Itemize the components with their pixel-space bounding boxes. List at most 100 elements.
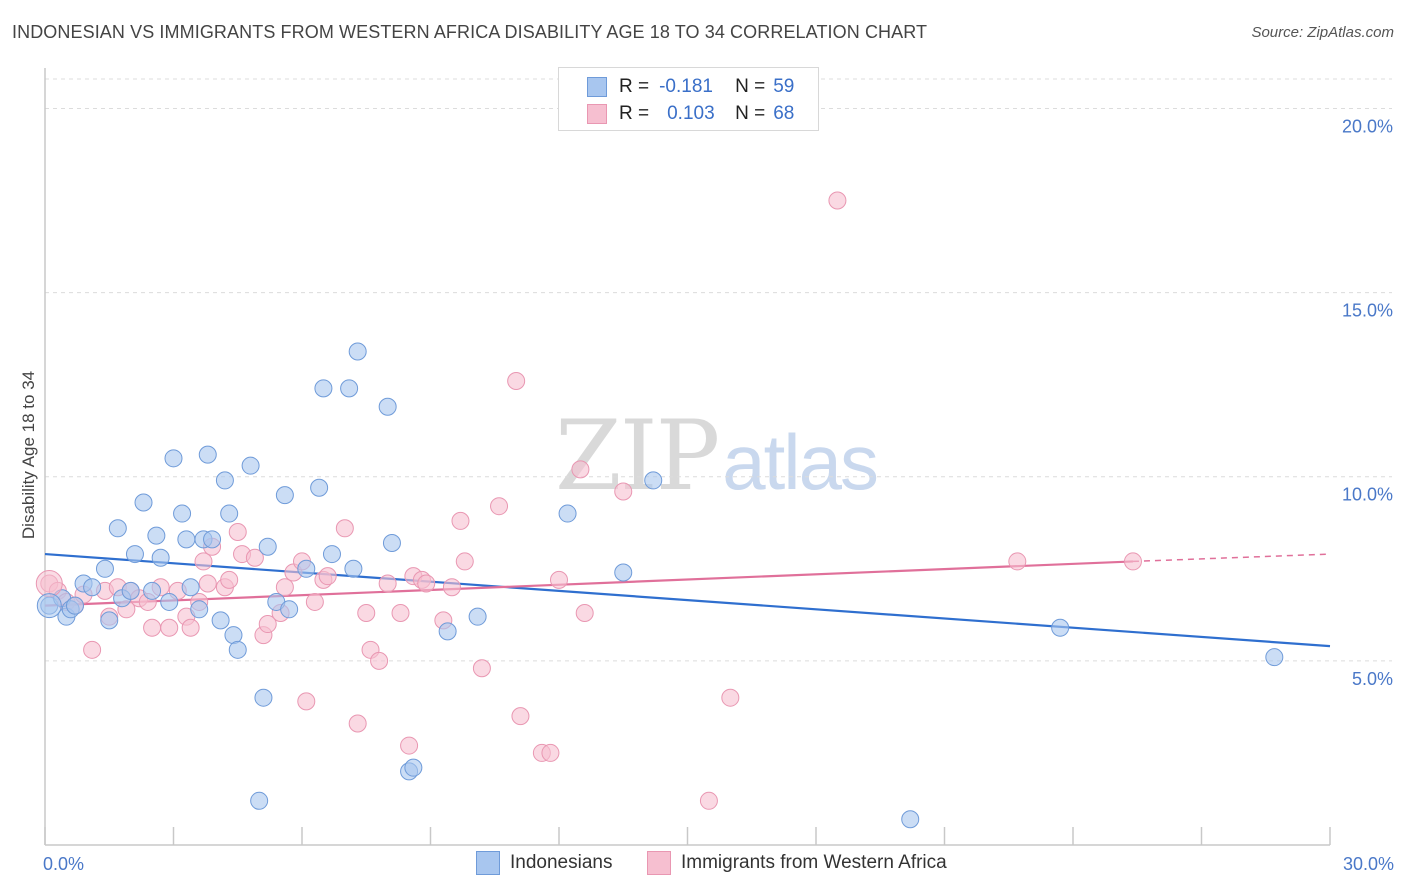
point-western-africa bbox=[245, 548, 264, 567]
legend-r-label: R = bbox=[619, 76, 650, 97]
point-indonesians bbox=[65, 596, 84, 615]
point-western-africa bbox=[143, 618, 162, 637]
legend-n-label: N = bbox=[735, 103, 766, 124]
point-indonesians bbox=[297, 559, 316, 578]
point-indonesians bbox=[134, 493, 153, 512]
point-indonesians bbox=[100, 611, 119, 630]
x-tick-label: 30.0% bbox=[1343, 854, 1394, 874]
y-tick-label: 15.0% bbox=[1342, 301, 1393, 321]
point-indonesians bbox=[644, 471, 663, 490]
trend-line-western-africa bbox=[44, 560, 1134, 607]
source-label: Source: ZipAtlas.com bbox=[1251, 24, 1394, 41]
bottom-legend-swatch-indonesians bbox=[476, 851, 500, 875]
y-tick-label: 10.0% bbox=[1342, 485, 1393, 505]
point-indonesians bbox=[177, 530, 196, 549]
point-western-africa bbox=[541, 743, 560, 762]
point-western-africa bbox=[160, 618, 179, 637]
point-indonesians bbox=[190, 600, 209, 619]
point-western-africa bbox=[442, 578, 461, 597]
bottom-legend-label: Indonesians bbox=[510, 852, 613, 873]
bottom-legend-swatch-western-africa bbox=[647, 851, 671, 875]
trend-line-western-africa-extension bbox=[1132, 553, 1331, 563]
y-tick-label: 5.0% bbox=[1352, 669, 1393, 689]
point-western-africa bbox=[194, 552, 213, 571]
legend-r-value: 0.103 bbox=[667, 103, 715, 124]
y-axis-label: Disability Age 18 to 34 bbox=[19, 371, 38, 539]
point-western-africa bbox=[575, 603, 594, 622]
data-points bbox=[35, 191, 1284, 829]
point-indonesians bbox=[314, 379, 333, 398]
point-western-africa bbox=[828, 191, 847, 210]
point-western-africa bbox=[571, 460, 590, 479]
point-indonesians bbox=[614, 563, 633, 582]
legend-swatch-western-africa bbox=[587, 104, 607, 124]
point-western-africa bbox=[220, 570, 239, 589]
point-western-africa bbox=[721, 688, 740, 707]
point-western-africa bbox=[511, 707, 530, 726]
point-indonesians bbox=[322, 545, 341, 564]
point-western-africa bbox=[198, 574, 217, 593]
point-indonesians bbox=[215, 471, 234, 490]
point-western-africa bbox=[275, 578, 294, 597]
point-western-africa bbox=[391, 603, 410, 622]
watermark-zip: ZIP bbox=[555, 400, 720, 512]
tick-labels: 5.0% 10.0% 15.0% 20.0% 0.0% 30.0% bbox=[43, 116, 1394, 874]
point-indonesians bbox=[164, 449, 183, 468]
point-western-africa bbox=[318, 567, 337, 586]
point-indonesians bbox=[254, 688, 273, 707]
trend-lines bbox=[44, 552, 1331, 648]
point-indonesians bbox=[340, 379, 359, 398]
point-indonesians bbox=[280, 600, 299, 619]
point-western-africa bbox=[297, 692, 316, 711]
point-indonesians bbox=[125, 545, 144, 564]
point-western-africa bbox=[357, 603, 376, 622]
point-western-africa bbox=[348, 714, 367, 733]
point-indonesians bbox=[404, 758, 423, 777]
point-indonesians bbox=[558, 504, 577, 523]
trend-line-indonesians bbox=[44, 552, 1331, 648]
point-western-africa bbox=[378, 574, 397, 593]
chart-title: INDONESIAN VS IMMIGRANTS FROM WESTERN AF… bbox=[12, 22, 928, 42]
point-indonesians bbox=[310, 478, 329, 497]
legend-r-value: -0.181 bbox=[659, 76, 713, 97]
point-western-africa bbox=[228, 522, 247, 541]
point-western-africa bbox=[335, 519, 354, 538]
point-indonesians bbox=[228, 640, 247, 659]
point-indonesians bbox=[1265, 648, 1284, 667]
y-tick-label: 20.0% bbox=[1342, 116, 1393, 136]
point-indonesians bbox=[83, 578, 102, 597]
point-indonesians bbox=[143, 581, 162, 600]
x-tick-label: 0.0% bbox=[43, 854, 84, 874]
point-western-africa bbox=[181, 618, 200, 637]
point-western-africa bbox=[83, 640, 102, 659]
bottom-legend-western-africa: Immigrants from Western Africa bbox=[647, 851, 947, 875]
legend-n-value: 68 bbox=[773, 103, 795, 124]
point-indonesians bbox=[438, 622, 457, 641]
point-western-africa bbox=[417, 574, 436, 593]
legend-swatch-indonesians bbox=[587, 77, 607, 97]
point-western-africa bbox=[699, 791, 718, 810]
point-indonesians bbox=[95, 559, 114, 578]
point-indonesians bbox=[36, 593, 62, 619]
point-indonesians bbox=[211, 611, 230, 630]
legend-r-label: R = bbox=[619, 103, 650, 124]
watermark-atlas: atlas bbox=[722, 418, 879, 506]
point-indonesians bbox=[382, 534, 401, 553]
point-indonesians bbox=[241, 456, 260, 475]
legend-row-indonesians: R = -0.181 N = 59 bbox=[559, 74, 794, 100]
point-indonesians bbox=[348, 342, 367, 361]
legend-n-label: N = bbox=[735, 76, 766, 97]
axes bbox=[44, 68, 1331, 846]
point-western-africa bbox=[35, 570, 63, 598]
point-indonesians bbox=[250, 791, 269, 810]
correlation-legend: R = -0.181 N = 59 R = 0.103 N = 68 bbox=[558, 67, 819, 131]
point-western-africa bbox=[305, 592, 324, 611]
bottom-legend-label: Immigrants from Western Africa bbox=[681, 852, 947, 873]
point-indonesians bbox=[275, 486, 294, 505]
point-indonesians bbox=[203, 530, 222, 549]
point-indonesians bbox=[198, 445, 217, 464]
point-western-africa bbox=[258, 615, 277, 634]
point-western-africa bbox=[490, 497, 509, 516]
point-indonesians bbox=[468, 607, 487, 626]
legend-n-value: 59 bbox=[773, 76, 795, 97]
